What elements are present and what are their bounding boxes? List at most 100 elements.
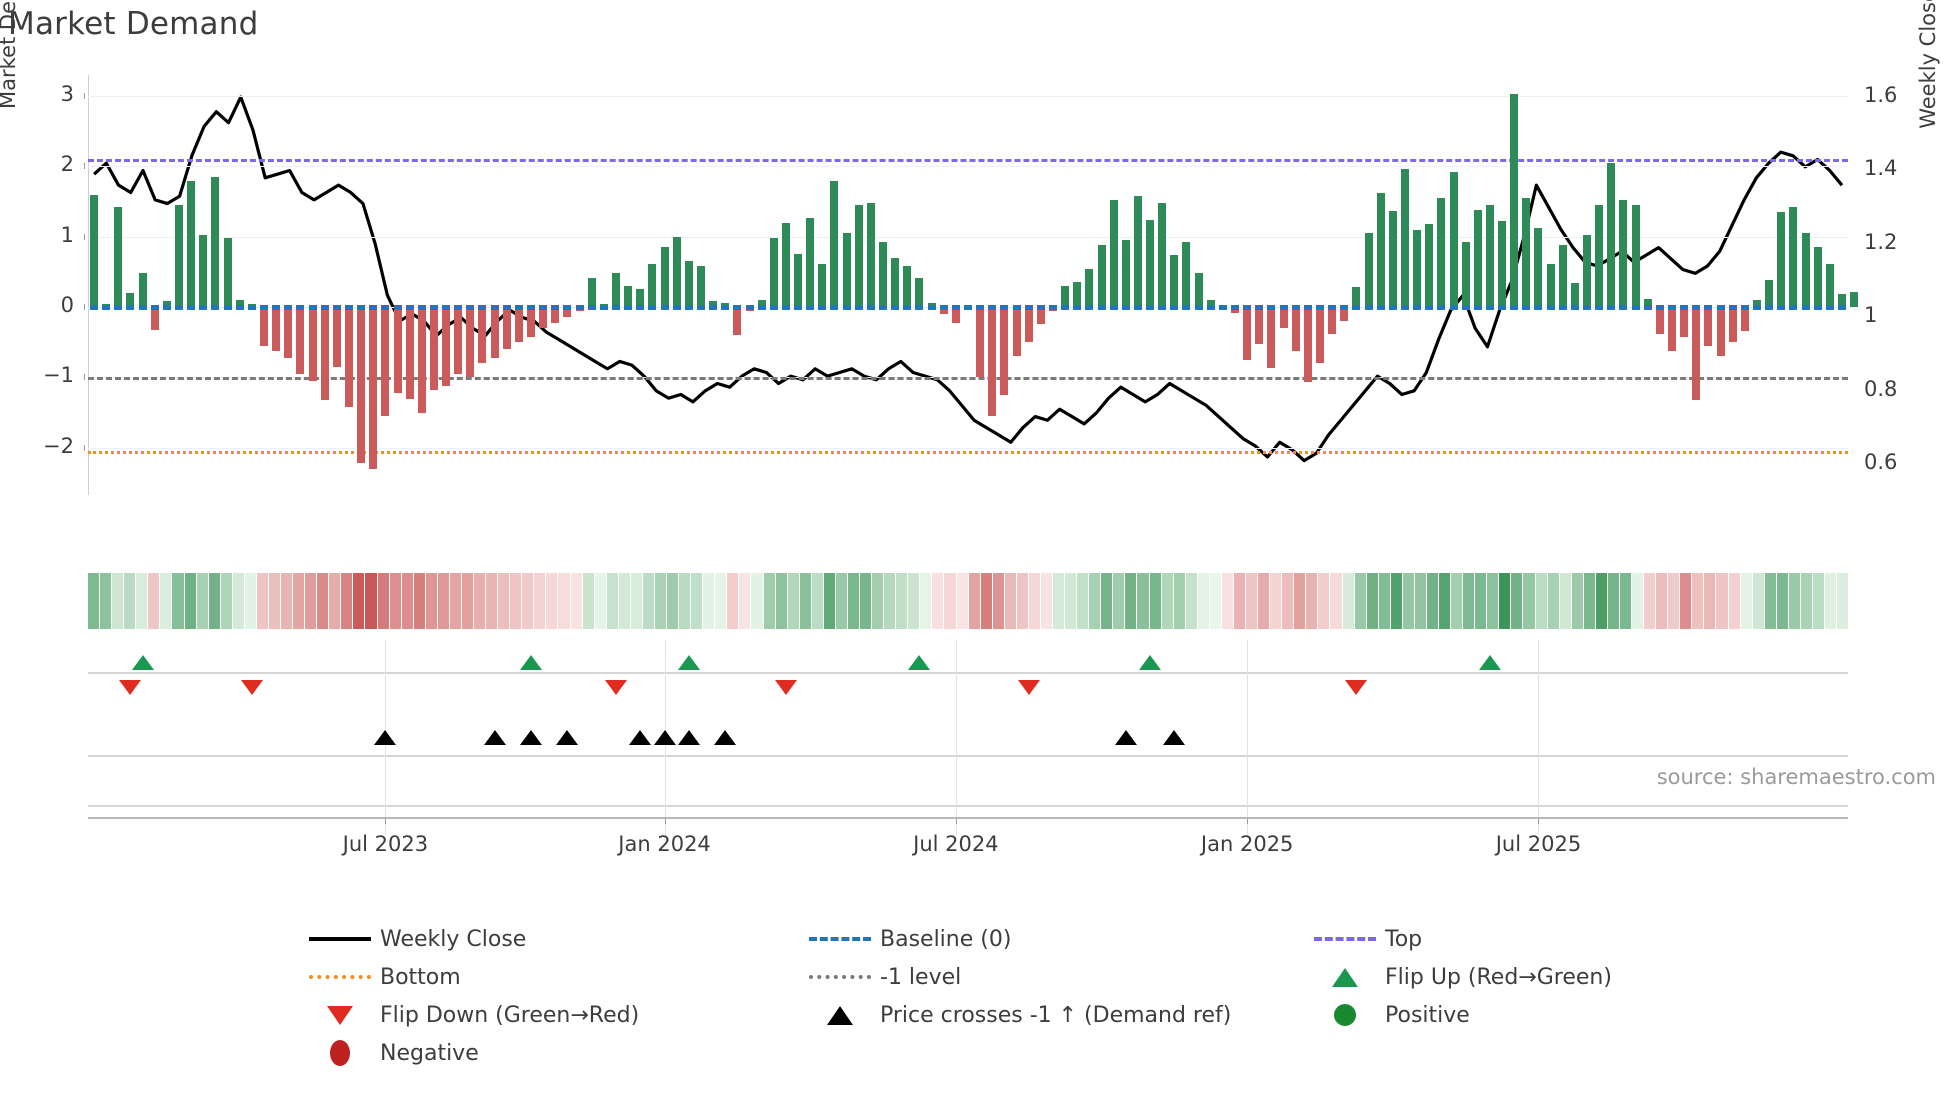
legend-item[interactable]: Weekly Close <box>300 920 800 958</box>
demand-bar <box>1546 263 1555 308</box>
y-axis-left-tick: 2 <box>60 152 74 177</box>
heat-cell <box>401 573 413 629</box>
legend-item[interactable]: Bottom <box>300 958 800 996</box>
y-axis-right-tick: 0.6 <box>1864 450 1898 475</box>
flip-up-marker <box>908 655 931 670</box>
legend-item[interactable]: Top <box>1305 920 1695 958</box>
baseline-segment <box>1740 305 1749 311</box>
baseline-segment <box>175 305 184 311</box>
baseline-segment <box>1449 305 1458 311</box>
heat-cell <box>1595 573 1607 629</box>
legend-key <box>1305 937 1385 941</box>
demand-bar <box>818 263 827 308</box>
x-axis-tick: Jan 2025 <box>1200 832 1294 856</box>
heat-cell <box>835 573 847 629</box>
baseline-segment <box>1158 305 1167 311</box>
heat-cell <box>1800 573 1812 629</box>
demand-bar <box>1255 307 1264 344</box>
demand-bar <box>175 205 184 308</box>
heat-cell <box>1233 573 1245 629</box>
baseline-segment <box>757 305 766 311</box>
marker-rows <box>88 640 1848 835</box>
baseline-segment <box>381 305 390 311</box>
heat-cell <box>1788 573 1800 629</box>
legend-key <box>1305 967 1385 987</box>
baseline-segment <box>259 305 268 311</box>
demand-bar <box>393 307 402 393</box>
baseline-segment <box>1655 305 1664 311</box>
legend-item[interactable]: Positive <box>1305 996 1695 1034</box>
price-cross-marker <box>556 730 579 745</box>
heat-cell <box>751 573 763 629</box>
heat-cell <box>1632 573 1644 629</box>
weekly-close-line <box>92 95 1844 463</box>
demand-bar <box>272 307 281 351</box>
legend-key <box>1305 1004 1385 1026</box>
demand-bar <box>514 307 523 343</box>
legend-key <box>300 975 380 979</box>
heat-cell <box>1680 573 1692 629</box>
demand-bar <box>90 194 99 308</box>
heat-cell <box>775 573 787 629</box>
baseline-segment <box>308 305 317 311</box>
legend-item[interactable]: Baseline (0) <box>800 920 1305 958</box>
legend-item[interactable]: -1 level <box>800 958 1305 996</box>
baseline-segment <box>490 305 499 311</box>
baseline-segment <box>442 305 451 311</box>
baseline-segment <box>951 305 960 311</box>
heat-cell <box>1354 573 1366 629</box>
heat-cell <box>1246 573 1258 629</box>
baseline-segment <box>1121 305 1130 311</box>
baseline-segment <box>235 305 244 311</box>
baseline-segment <box>1182 305 1191 311</box>
x-gridline <box>1538 640 1540 835</box>
baseline-segment <box>1425 305 1434 311</box>
legend-item[interactable]: Negative <box>300 1034 800 1072</box>
heat-cell <box>1475 573 1487 629</box>
demand-bar <box>1000 307 1009 396</box>
legend-item[interactable]: Price crosses -1 ↑ (Demand ref) <box>800 996 1305 1034</box>
price-cross-marker <box>374 730 397 745</box>
baseline-segment <box>1801 305 1810 311</box>
legend-label: Price crosses -1 ↑ (Demand ref) <box>880 1002 1232 1028</box>
heat-cell <box>1366 573 1378 629</box>
heat-cell <box>437 573 449 629</box>
heat-cell <box>1511 573 1523 629</box>
heat-cell <box>1113 573 1125 629</box>
legend-item[interactable]: Flip Up (Red→Green) <box>1305 958 1695 996</box>
demand-bar <box>781 222 790 308</box>
baseline-segment <box>1619 305 1628 311</box>
demand-bar <box>1473 210 1482 308</box>
demand-bar <box>1534 228 1543 308</box>
heat-cell <box>811 573 823 629</box>
heat-cell <box>1402 573 1414 629</box>
legend-item[interactable]: Flip Down (Green→Red) <box>300 996 800 1034</box>
heat-cell <box>160 573 172 629</box>
heat-cell <box>136 573 148 629</box>
demand-bar <box>114 207 123 308</box>
baseline-segment <box>696 305 705 311</box>
demand-bar <box>1036 307 1045 324</box>
flip-down-marker <box>1345 680 1368 695</box>
baseline-segment <box>296 305 305 311</box>
demand-bar <box>1061 286 1070 308</box>
x-axis-tick: Jul 2025 <box>1495 832 1582 856</box>
baseline-segment <box>539 305 548 311</box>
demand-bar <box>1522 198 1531 308</box>
demand-bar <box>357 307 366 464</box>
heat-cell <box>1547 573 1559 629</box>
baseline-segment <box>611 305 620 311</box>
reference-line-bottom <box>88 451 1848 455</box>
baseline-segment <box>1522 305 1531 311</box>
legend-row: Weekly Close Baseline (0) Top <box>300 920 1700 958</box>
baseline-segment <box>247 305 256 311</box>
baseline-segment <box>162 305 171 311</box>
heat-cell <box>860 573 872 629</box>
baseline-segment <box>1498 305 1507 311</box>
demand-bar <box>660 247 669 308</box>
demand-bar <box>915 277 924 308</box>
positive-circle-icon <box>1334 1004 1356 1026</box>
y-axis-right-tick: 1 <box>1864 303 1878 328</box>
heat-cell <box>1583 573 1595 629</box>
baseline-segment <box>1388 305 1397 311</box>
